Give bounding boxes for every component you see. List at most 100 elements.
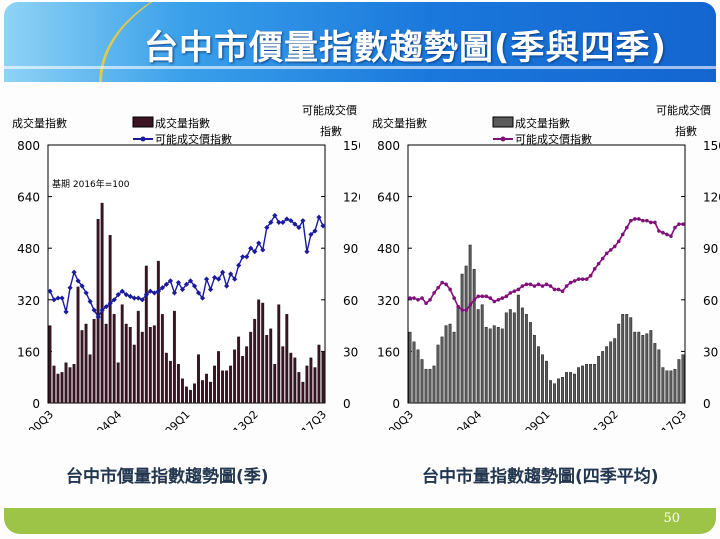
x-tick-label: 2004Q4 (84, 408, 124, 430)
x-tick-label: 2000Q3 (16, 408, 56, 430)
line-point (460, 308, 464, 312)
bar (460, 273, 464, 404)
bar (309, 357, 313, 404)
line-point (320, 223, 326, 229)
legend-bar-swatch (132, 116, 154, 128)
line-point (572, 279, 577, 283)
line-point (568, 280, 573, 285)
bar (653, 343, 657, 404)
bar (156, 260, 160, 404)
bar (100, 202, 104, 404)
bar (577, 367, 580, 404)
bar (480, 304, 484, 404)
line-point (432, 291, 436, 295)
right-tick-label: 90 (343, 242, 358, 256)
line-point (292, 221, 298, 227)
line-point (284, 216, 290, 222)
line-point (584, 277, 589, 281)
bar (209, 381, 212, 404)
bar (193, 383, 196, 404)
left-axis-label: 成交量指數 (372, 116, 427, 130)
line-point (280, 219, 286, 225)
bar (108, 235, 112, 404)
line-point (111, 297, 117, 303)
line-point (167, 278, 174, 284)
right-tick-label: 60 (703, 294, 718, 308)
bar (293, 357, 297, 404)
bar (92, 318, 96, 404)
x-tick-label: 2013Q2 (221, 408, 261, 430)
left-tick-label: 320 (377, 294, 400, 308)
bar (593, 364, 597, 404)
bar (573, 373, 576, 404)
right-axis-label: 可能成交價 (302, 103, 357, 117)
bar (76, 286, 80, 404)
line-point (508, 291, 513, 295)
right-tick-label: 30 (703, 345, 718, 359)
bar (229, 365, 233, 404)
bar (432, 365, 436, 404)
legend-line-label: 可能成交價指數 (155, 132, 232, 146)
bar (585, 364, 589, 404)
bar (60, 372, 64, 404)
legend-bar-label: 成交量指數 (155, 116, 210, 130)
bar (241, 356, 245, 404)
line-point (436, 285, 440, 290)
line-point (612, 244, 617, 249)
bar (257, 299, 261, 404)
bar (561, 377, 564, 404)
line-point (645, 218, 649, 223)
left-tick-label: 160 (377, 345, 400, 359)
line-point (248, 245, 254, 251)
bar (681, 354, 685, 404)
chart-four-quarter-average: 01603204806408000306090120150成交量指數可能成交價指… (372, 103, 720, 430)
bar (492, 325, 496, 404)
line-point (649, 220, 653, 225)
bar (428, 368, 432, 404)
bar (621, 314, 625, 404)
bar (641, 335, 645, 404)
line-point (468, 303, 473, 307)
bar (649, 330, 653, 404)
bar (629, 317, 633, 404)
right-tick-label: 0 (343, 397, 351, 411)
bar (233, 349, 237, 404)
bar (468, 244, 472, 404)
line-point (304, 249, 310, 255)
bar (144, 265, 148, 404)
line-point (107, 300, 113, 306)
bar (657, 349, 661, 404)
bar (452, 331, 456, 404)
left-tick-label: 800 (377, 139, 400, 153)
line-point (408, 296, 412, 300)
x-tick-label: 2013Q2 (581, 408, 621, 430)
bar (176, 364, 180, 404)
bar (180, 378, 184, 404)
line-point (127, 293, 133, 299)
page-number: 50 (663, 511, 680, 526)
bar (633, 331, 637, 404)
line-point (504, 294, 509, 299)
bar (172, 310, 176, 404)
bar (321, 351, 325, 404)
bar (532, 335, 536, 404)
line-point (580, 277, 585, 281)
line-point (187, 278, 194, 284)
line-point (276, 219, 282, 225)
line-point (596, 261, 601, 266)
bar (496, 327, 500, 404)
line-point (520, 284, 525, 288)
bar (164, 352, 168, 404)
line-point (212, 274, 218, 281)
right-tick-label: 150 (703, 139, 720, 153)
legend-bar-label: 成交量指數 (515, 116, 570, 130)
line-point (119, 288, 125, 294)
bar (201, 380, 204, 404)
bar (508, 309, 512, 404)
bar (237, 336, 241, 404)
bar (504, 312, 508, 404)
x-tick-label: 2000Q3 (376, 408, 416, 430)
line-point (524, 282, 529, 287)
bar (136, 310, 140, 404)
line-point (600, 256, 605, 261)
